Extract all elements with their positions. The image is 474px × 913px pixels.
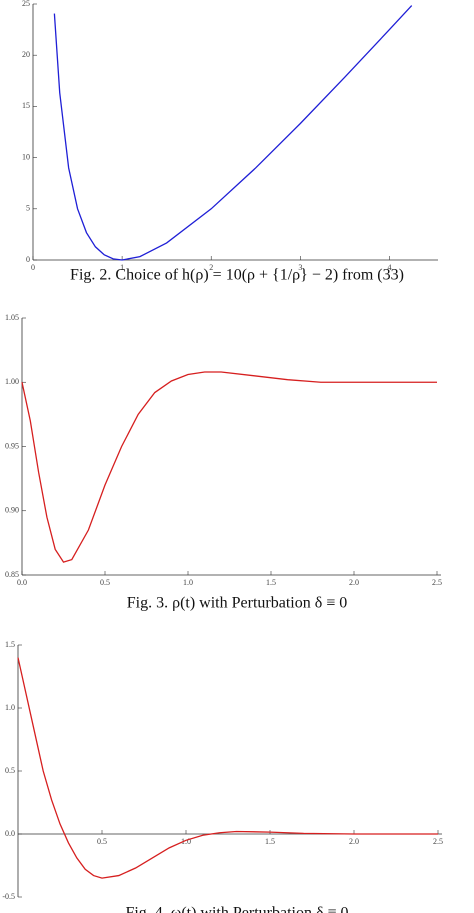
y-tick-label: 1.5: [5, 640, 15, 649]
x-tick-label: 4: [387, 263, 391, 272]
x-tick-label: 3: [298, 263, 302, 272]
y-tick-label: 0.85: [5, 570, 19, 579]
y-tick-label: 1.00: [5, 377, 19, 386]
y-tick-label: 0: [26, 255, 30, 264]
x-tick-label: 1.5: [265, 837, 275, 846]
x-tick-label: 2.0: [349, 578, 359, 587]
x-tick-label: 1.5: [266, 578, 276, 587]
x-tick-label: 1.0: [181, 837, 191, 846]
x-tick-label: 1: [120, 263, 124, 272]
y-tick-label: 5: [26, 204, 30, 213]
x-tick-label: 0.0: [17, 578, 27, 587]
caption: Fig. 3. ρ(t) with Perturbation δ ≡ 0: [127, 595, 348, 612]
y-tick-label: 20: [22, 50, 30, 59]
y-tick-label: -0.5: [2, 892, 15, 901]
y-tick-label: 0.0: [5, 829, 15, 838]
y-tick-label: 1.0: [5, 703, 15, 712]
y-tick-label: 25: [22, 0, 30, 8]
x-tick-label: 2: [209, 263, 213, 272]
x-tick-label: 0.5: [97, 837, 107, 846]
caption: Fig. 2. Choice of h(ρ) = 10(ρ + {1/ρ} − …: [70, 267, 404, 284]
curve: [17, 657, 438, 879]
curve: [53, 5, 413, 261]
x-tick-label: 1.0: [183, 578, 193, 587]
y-tick-label: 0.5: [5, 766, 15, 775]
y-tick-label: 10: [22, 152, 30, 161]
x-tick-label: 0: [31, 263, 35, 272]
x-tick-label: 0.5: [100, 578, 110, 587]
caption: Fig. 4. ω(t) with Perturbation δ ≡ 0: [125, 905, 348, 913]
x-tick-label: 2.5: [432, 578, 442, 587]
y-tick-label: 0.95: [5, 441, 19, 450]
x-tick-label: 2.0: [349, 837, 359, 846]
x-tick-label: 2.5: [433, 837, 443, 846]
y-tick-label: 0.90: [5, 506, 19, 515]
y-tick-label: 1.05: [5, 313, 19, 322]
y-tick-label: 15: [22, 101, 30, 110]
curve: [21, 371, 437, 563]
